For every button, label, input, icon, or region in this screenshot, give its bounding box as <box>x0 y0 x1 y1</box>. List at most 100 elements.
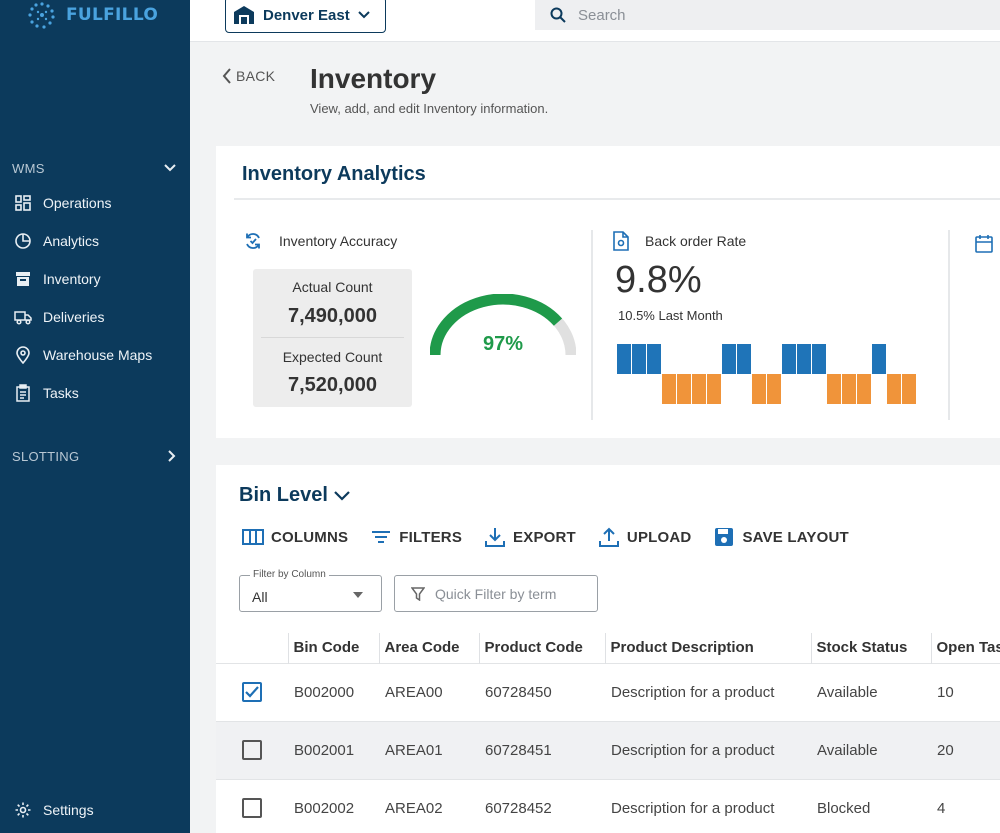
chart-block-bottom <box>752 374 766 404</box>
bin-level-title[interactable]: Bin Level <box>239 484 350 507</box>
sidebar-item-warehouse-maps[interactable]: Warehouse Maps <box>0 340 190 370</box>
divider <box>591 230 593 420</box>
cell-open-tasks: 20 <box>931 720 1000 779</box>
truck-icon <box>14 311 32 325</box>
expected-count-label: Expected Count <box>282 349 383 365</box>
upload-button[interactable]: UPLOAD <box>598 526 692 548</box>
bin-level-card: Bin Level COLUMNS FILTERS EXPORT UPLOAD … <box>216 465 1000 833</box>
sidebar-item-label: Analytics <box>43 233 100 249</box>
caret-down-icon <box>353 592 363 598</box>
sidebar-item-inventory[interactable]: Inventory <box>0 264 190 294</box>
expected-count-value: 7,520,000 <box>288 374 377 396</box>
table-row[interactable]: B002000 AREA00 60728450 Description for … <box>216 662 1000 721</box>
gauge-value: 97% <box>483 333 523 355</box>
cell-open-tasks: 4 <box>931 778 1000 833</box>
sidebar-item-settings[interactable]: Settings <box>0 795 190 825</box>
page-subtitle: View, add, and edit Inventory informatio… <box>310 101 549 116</box>
column-header-area-code[interactable]: Area Code <box>378 633 479 663</box>
sidebar: FULFILLO WMS Operations Analytics Invent… <box>0 0 190 833</box>
sidebar-item-label: Tasks <box>43 385 79 401</box>
select-column-header <box>216 633 288 663</box>
chart-block-bottom <box>767 374 781 404</box>
location-pin-icon <box>16 346 30 364</box>
brand-logo[interactable]: FULFILLO <box>26 0 158 30</box>
row-checkbox[interactable] <box>242 798 262 819</box>
chart-block-bottom <box>662 374 676 404</box>
chevron-left-icon <box>222 68 231 84</box>
columns-icon <box>242 529 264 545</box>
cell-open-tasks: 10 <box>931 662 1000 721</box>
brand-name: FULFILLO <box>66 5 159 25</box>
nav-section-slotting[interactable]: SLOTTING <box>0 445 190 467</box>
warehouse-icon <box>234 6 254 24</box>
sidebar-item-tasks[interactable]: Tasks <box>0 378 190 408</box>
cell-product-description: Description for a product <box>605 720 811 779</box>
backorder-value: 9.8% <box>615 259 702 301</box>
logo-dots-icon <box>28 2 55 29</box>
save-layout-label: SAVE LAYOUT <box>742 528 849 546</box>
search-input[interactable] <box>578 6 978 24</box>
filter-by-column-select[interactable]: Filter by Column All <box>239 569 382 612</box>
chart-block-top <box>722 344 736 374</box>
chart-block-top <box>617 344 631 374</box>
inventory-box-icon <box>16 272 30 286</box>
chevron-down-icon <box>358 11 370 19</box>
cell-bin-code: B002000 <box>288 662 379 721</box>
row-checkbox[interactable] <box>242 682 262 702</box>
cell-product-description: Description for a product <box>605 662 811 721</box>
chart-block-bottom <box>677 374 691 404</box>
accuracy-header: Inventory Accuracy <box>243 231 397 251</box>
cell-stock-status: Available <box>811 662 931 721</box>
table-row[interactable]: B002001 AREA01 60728451 Description for … <box>216 720 1000 779</box>
nav-section-slotting-label: SLOTTING <box>12 448 80 464</box>
back-button[interactable]: BACK <box>222 68 275 84</box>
cell-area-code: AREA02 <box>379 778 479 833</box>
pie-chart-icon <box>15 233 31 249</box>
chart-block-bottom <box>707 374 721 404</box>
sidebar-item-analytics[interactable]: Analytics <box>0 226 190 256</box>
sidebar-item-deliveries[interactable]: Deliveries <box>0 302 190 332</box>
chart-block-top <box>812 344 826 374</box>
sync-icon <box>246 233 260 249</box>
actual-count-value: 7,490,000 <box>288 305 377 327</box>
columns-button[interactable]: COLUMNS <box>242 526 348 548</box>
divider <box>234 198 1000 200</box>
column-header-bin-code[interactable]: Bin Code <box>287 633 379 663</box>
location-selector[interactable]: Denver East <box>225 0 386 33</box>
top-bar: Denver East <box>190 0 1000 42</box>
quick-filter-input[interactable] <box>435 585 595 602</box>
save-layout-button[interactable]: SAVE LAYOUT <box>713 526 849 548</box>
nav-section-wms[interactable]: WMS <box>0 157 190 179</box>
row-checkbox[interactable] <box>242 740 262 760</box>
table-row[interactable]: B002002 AREA02 60728452 Description for … <box>216 778 1000 833</box>
download-icon <box>485 528 506 547</box>
gauge-fill <box>430 294 563 356</box>
export-label: EXPORT <box>513 528 576 546</box>
column-header-open-tasks[interactable]: Open Tasks <box>930 633 1000 663</box>
upload-label: UPLOAD <box>626 528 692 546</box>
gear-icon <box>15 802 31 818</box>
cell-product-description: Description for a product <box>605 778 811 833</box>
bin-level-table: Bin Code Area Code Product Code Product … <box>216 633 1000 833</box>
cell-product-code: 60728452 <box>479 778 605 833</box>
dashboard-icon <box>15 195 31 211</box>
export-button[interactable]: EXPORT <box>484 526 576 548</box>
search-icon <box>550 7 566 23</box>
backorder-header: Back order Rate <box>613 231 746 251</box>
column-header-product-code[interactable]: Product Code <box>478 633 605 663</box>
filter-by-column-value: All <box>252 589 268 605</box>
chart-block-bottom <box>692 374 706 404</box>
funnel-icon <box>411 586 425 601</box>
table-header-row: Bin Code Area Code Product Code Product … <box>216 633 1000 663</box>
cell-bin-code: B002001 <box>288 720 379 779</box>
location-label: Denver East <box>263 6 350 24</box>
column-header-product-description[interactable]: Product Description <box>604 633 811 663</box>
sidebar-item-operations[interactable]: Operations <box>0 188 190 218</box>
row-select-cell <box>216 662 288 721</box>
filters-button[interactable]: FILTERS <box>370 526 462 548</box>
save-icon <box>715 528 734 546</box>
backorder-last-month: 10.5% Last Month <box>618 308 723 323</box>
filter-lines-icon <box>372 531 391 543</box>
backorder-chart <box>617 344 916 404</box>
column-header-stock-status[interactable]: Stock Status <box>810 633 931 663</box>
